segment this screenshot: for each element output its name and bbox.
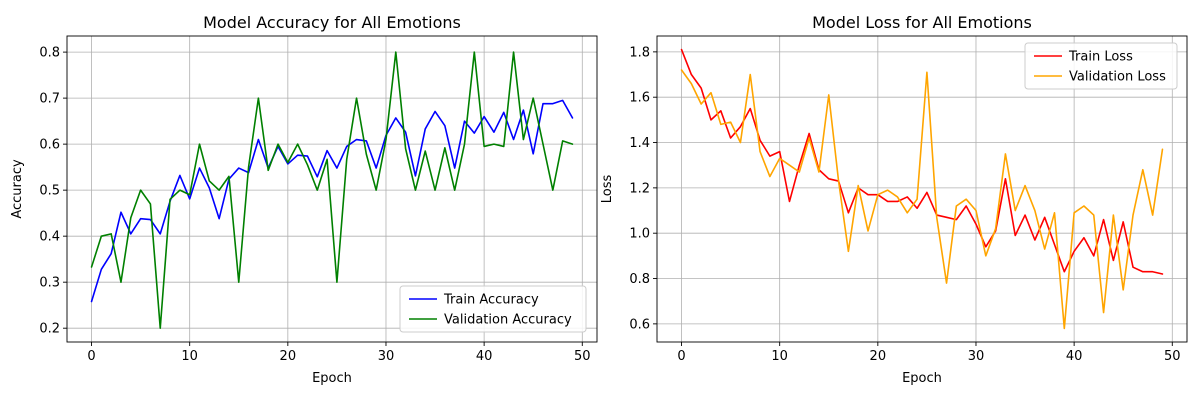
series-line-train-accuracy xyxy=(90,99,574,303)
y-tick-label: 1.4 xyxy=(629,136,650,151)
x-axis-label: Epoch xyxy=(312,371,352,386)
y-axis-label: Accuracy xyxy=(10,159,25,219)
grid xyxy=(67,36,597,342)
y-tick-label: 0.2 xyxy=(39,322,60,337)
x-tick-label: 50 xyxy=(1164,349,1181,364)
y-tick-label: 0.6 xyxy=(629,317,650,332)
x-tick-label: 0 xyxy=(87,349,95,364)
y-tick-label: 1.0 xyxy=(629,227,650,242)
x-tick-label: 20 xyxy=(280,349,297,364)
series-line-validation-accuracy xyxy=(90,51,574,330)
y-tick-label: 0.5 xyxy=(39,184,60,199)
x-tick-label: 40 xyxy=(476,349,493,364)
legend-box xyxy=(399,285,587,333)
y-axis: 0.2 0.3 0.4 0.5 0.6 0.7 0.8 xyxy=(39,46,67,337)
y-tick-label: 0.8 xyxy=(39,46,60,61)
x-tick-label: 30 xyxy=(378,349,395,364)
legend-label: Train Accuracy xyxy=(443,293,539,308)
series-line-train-loss xyxy=(680,48,1164,275)
series-line-validation-loss xyxy=(680,69,1164,330)
legend-label: Train Loss xyxy=(1068,50,1133,65)
legend: Train Loss Validation Loss xyxy=(1024,42,1178,90)
x-tick-label: 0 xyxy=(677,349,685,364)
legend-box xyxy=(1024,42,1178,90)
y-axis: 0.6 0.8 1.0 1.2 1.4 1.6 1.8 xyxy=(629,45,657,332)
axes-frame xyxy=(656,35,1188,343)
x-axis-label: Epoch xyxy=(902,371,942,386)
x-tick-label: 50 xyxy=(574,349,591,364)
x-axis: 0 10 20 30 40 50 xyxy=(677,342,1181,364)
y-tick-label: 0.7 xyxy=(39,92,60,107)
x-tick-label: 10 xyxy=(181,349,198,364)
axes-frame xyxy=(66,35,598,343)
y-tick-label: 0.4 xyxy=(39,230,60,245)
y-tick-label: 1.8 xyxy=(629,45,650,60)
y-tick-label: 0.6 xyxy=(39,138,60,153)
legend-label: Validation Accuracy xyxy=(444,313,572,328)
x-tick-label: 10 xyxy=(771,349,788,364)
x-tick-label: 40 xyxy=(1066,349,1083,364)
x-axis: 0 10 20 30 40 50 xyxy=(87,342,591,364)
chart-panel-1: 0 10 20 30 40 50 0.6 0.8 1.0 1.2 1.4 1.6 1.8 Epoch Los… xyxy=(600,13,1188,386)
chart-title: Model Loss for All Emotions xyxy=(812,13,1032,32)
legend-label: Validation Loss xyxy=(1069,70,1166,85)
y-tick-label: 0.8 xyxy=(629,272,650,287)
chart-panel-0: 0 10 20 30 40 50 0.2 0.3 0.4 0.5 0.6 0.7 0.8 Epoch Acc… xyxy=(10,13,598,386)
y-tick-label: 0.3 xyxy=(39,276,60,291)
x-tick-label: 20 xyxy=(870,349,887,364)
chart-title: Model Accuracy for All Emotions xyxy=(203,13,461,32)
plot-area xyxy=(680,48,1164,330)
y-axis-label: Loss xyxy=(600,175,615,204)
x-tick-label: 30 xyxy=(968,349,985,364)
y-tick-label: 1.6 xyxy=(629,91,650,106)
y-tick-label: 1.2 xyxy=(629,181,650,196)
legend: Train Accuracy Validation Accuracy xyxy=(399,285,587,333)
plot-area xyxy=(90,51,574,330)
